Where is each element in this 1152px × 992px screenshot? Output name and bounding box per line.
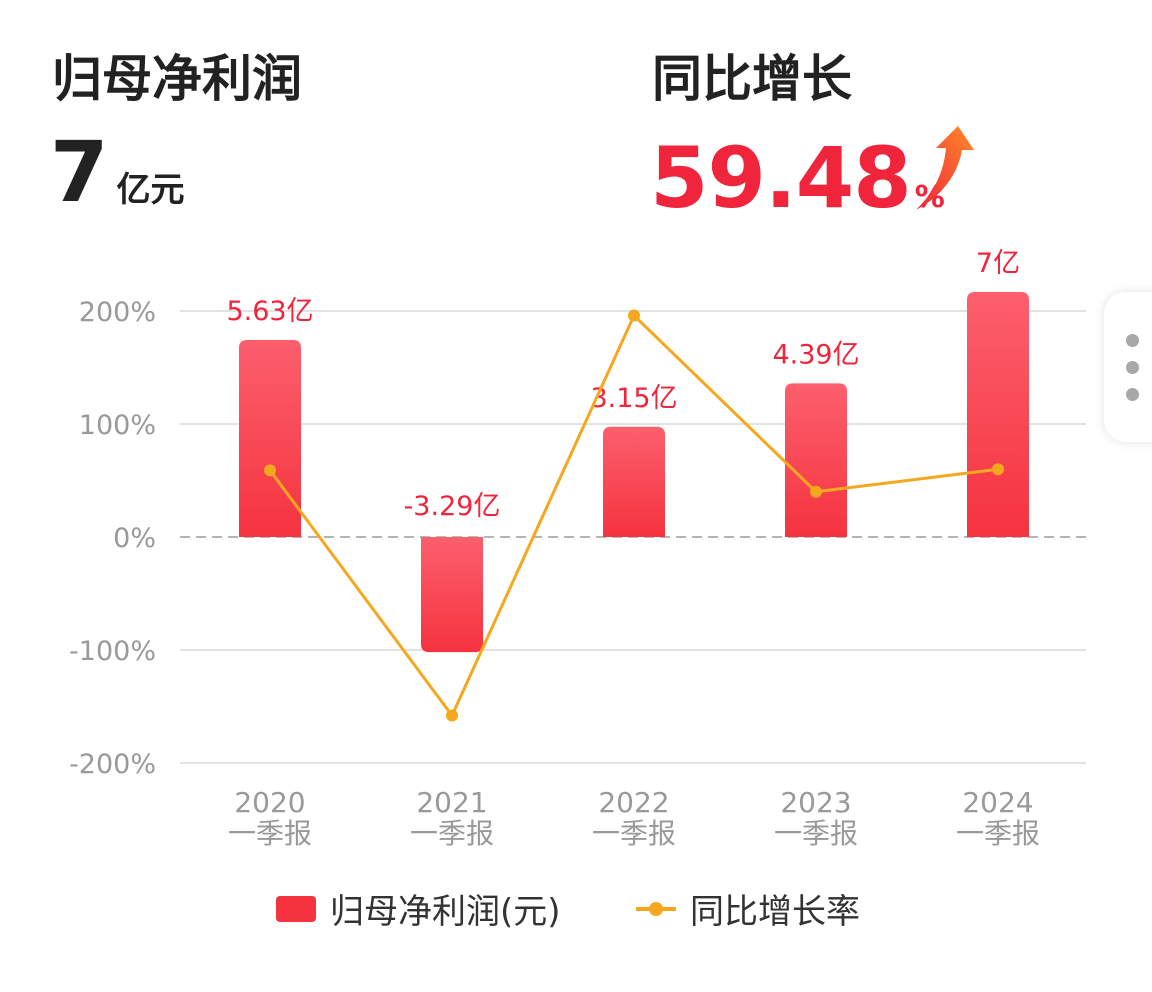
bar xyxy=(967,292,1029,537)
bar-labels: 5.63亿 -3.29亿 3.15亿 4.39亿 7亿 xyxy=(226,248,1020,522)
growth-point xyxy=(446,709,458,722)
bars xyxy=(239,292,1029,653)
legend-line-swatch xyxy=(636,896,676,922)
growth-point xyxy=(628,309,640,322)
menu-dot xyxy=(1126,361,1139,374)
y-axis-ticks: 200% 100% 0% -100% -200% xyxy=(69,297,156,780)
net-profit-unit: 亿元 xyxy=(116,170,185,210)
y-tick-label: -100% xyxy=(69,636,156,667)
yoy-growth-label: 同比增长 xyxy=(652,50,852,108)
y-tick-label: -200% xyxy=(69,749,156,780)
legend-item-growth-rate[interactable]: 同比增长率 xyxy=(636,884,860,933)
y-tick-label: 200% xyxy=(79,297,156,328)
net-profit-value: 7 xyxy=(50,123,109,221)
legend-item-net-profit[interactable]: 归母净利润(元) xyxy=(276,884,561,933)
x-tick-year: 2021 xyxy=(416,786,487,819)
bar xyxy=(421,537,483,653)
up-arrow-icon xyxy=(916,126,974,210)
growth-point xyxy=(810,485,822,498)
x-tick-year: 2024 xyxy=(962,786,1033,819)
growth-point xyxy=(264,464,276,477)
y-tick-label: 0% xyxy=(113,523,156,554)
menu-dot xyxy=(1126,334,1139,347)
bar-data-label: -3.29亿 xyxy=(404,491,501,522)
x-tick-period: 一季报 xyxy=(956,817,1040,850)
growth-point xyxy=(992,463,1004,476)
bar xyxy=(239,339,301,537)
x-tick-year: 2023 xyxy=(780,786,851,819)
x-tick-period: 一季报 xyxy=(774,817,858,850)
y-tick-label: 100% xyxy=(79,410,156,441)
net-profit-label: 归母净利润 xyxy=(52,50,302,108)
bar-data-label: 7亿 xyxy=(976,248,1020,279)
side-menu-handle[interactable] xyxy=(1104,292,1152,442)
growth-line xyxy=(264,309,1004,722)
bar xyxy=(603,426,665,537)
yoy-growth-value-row: 59.48 % xyxy=(650,136,945,220)
legend-bar-swatch xyxy=(276,895,316,922)
bar-data-label: 3.15亿 xyxy=(590,383,677,414)
x-tick-period: 一季报 xyxy=(592,817,676,850)
legend-label-growth-rate: 同比增长率 xyxy=(690,892,860,932)
net-profit-value-row: 7 亿元 xyxy=(50,130,184,214)
bar xyxy=(785,383,847,537)
yoy-growth-value: 59.48 xyxy=(650,129,912,227)
bar-data-label: 5.63亿 xyxy=(226,296,313,327)
legend-label-net-profit: 归母净利润(元) xyxy=(330,892,561,932)
bar-data-label: 4.39亿 xyxy=(772,339,859,370)
x-tick-period: 一季报 xyxy=(228,817,312,850)
x-tick-year: 2020 xyxy=(234,786,305,819)
profit-growth-chart: 200% 100% 0% -100% -200% 5.63亿 -3.29亿 3.15亿 4.3… xyxy=(69,248,1086,850)
x-tick-period: 一季报 xyxy=(410,817,494,850)
menu-dot xyxy=(1126,388,1139,401)
x-tick-year: 2022 xyxy=(598,786,669,819)
